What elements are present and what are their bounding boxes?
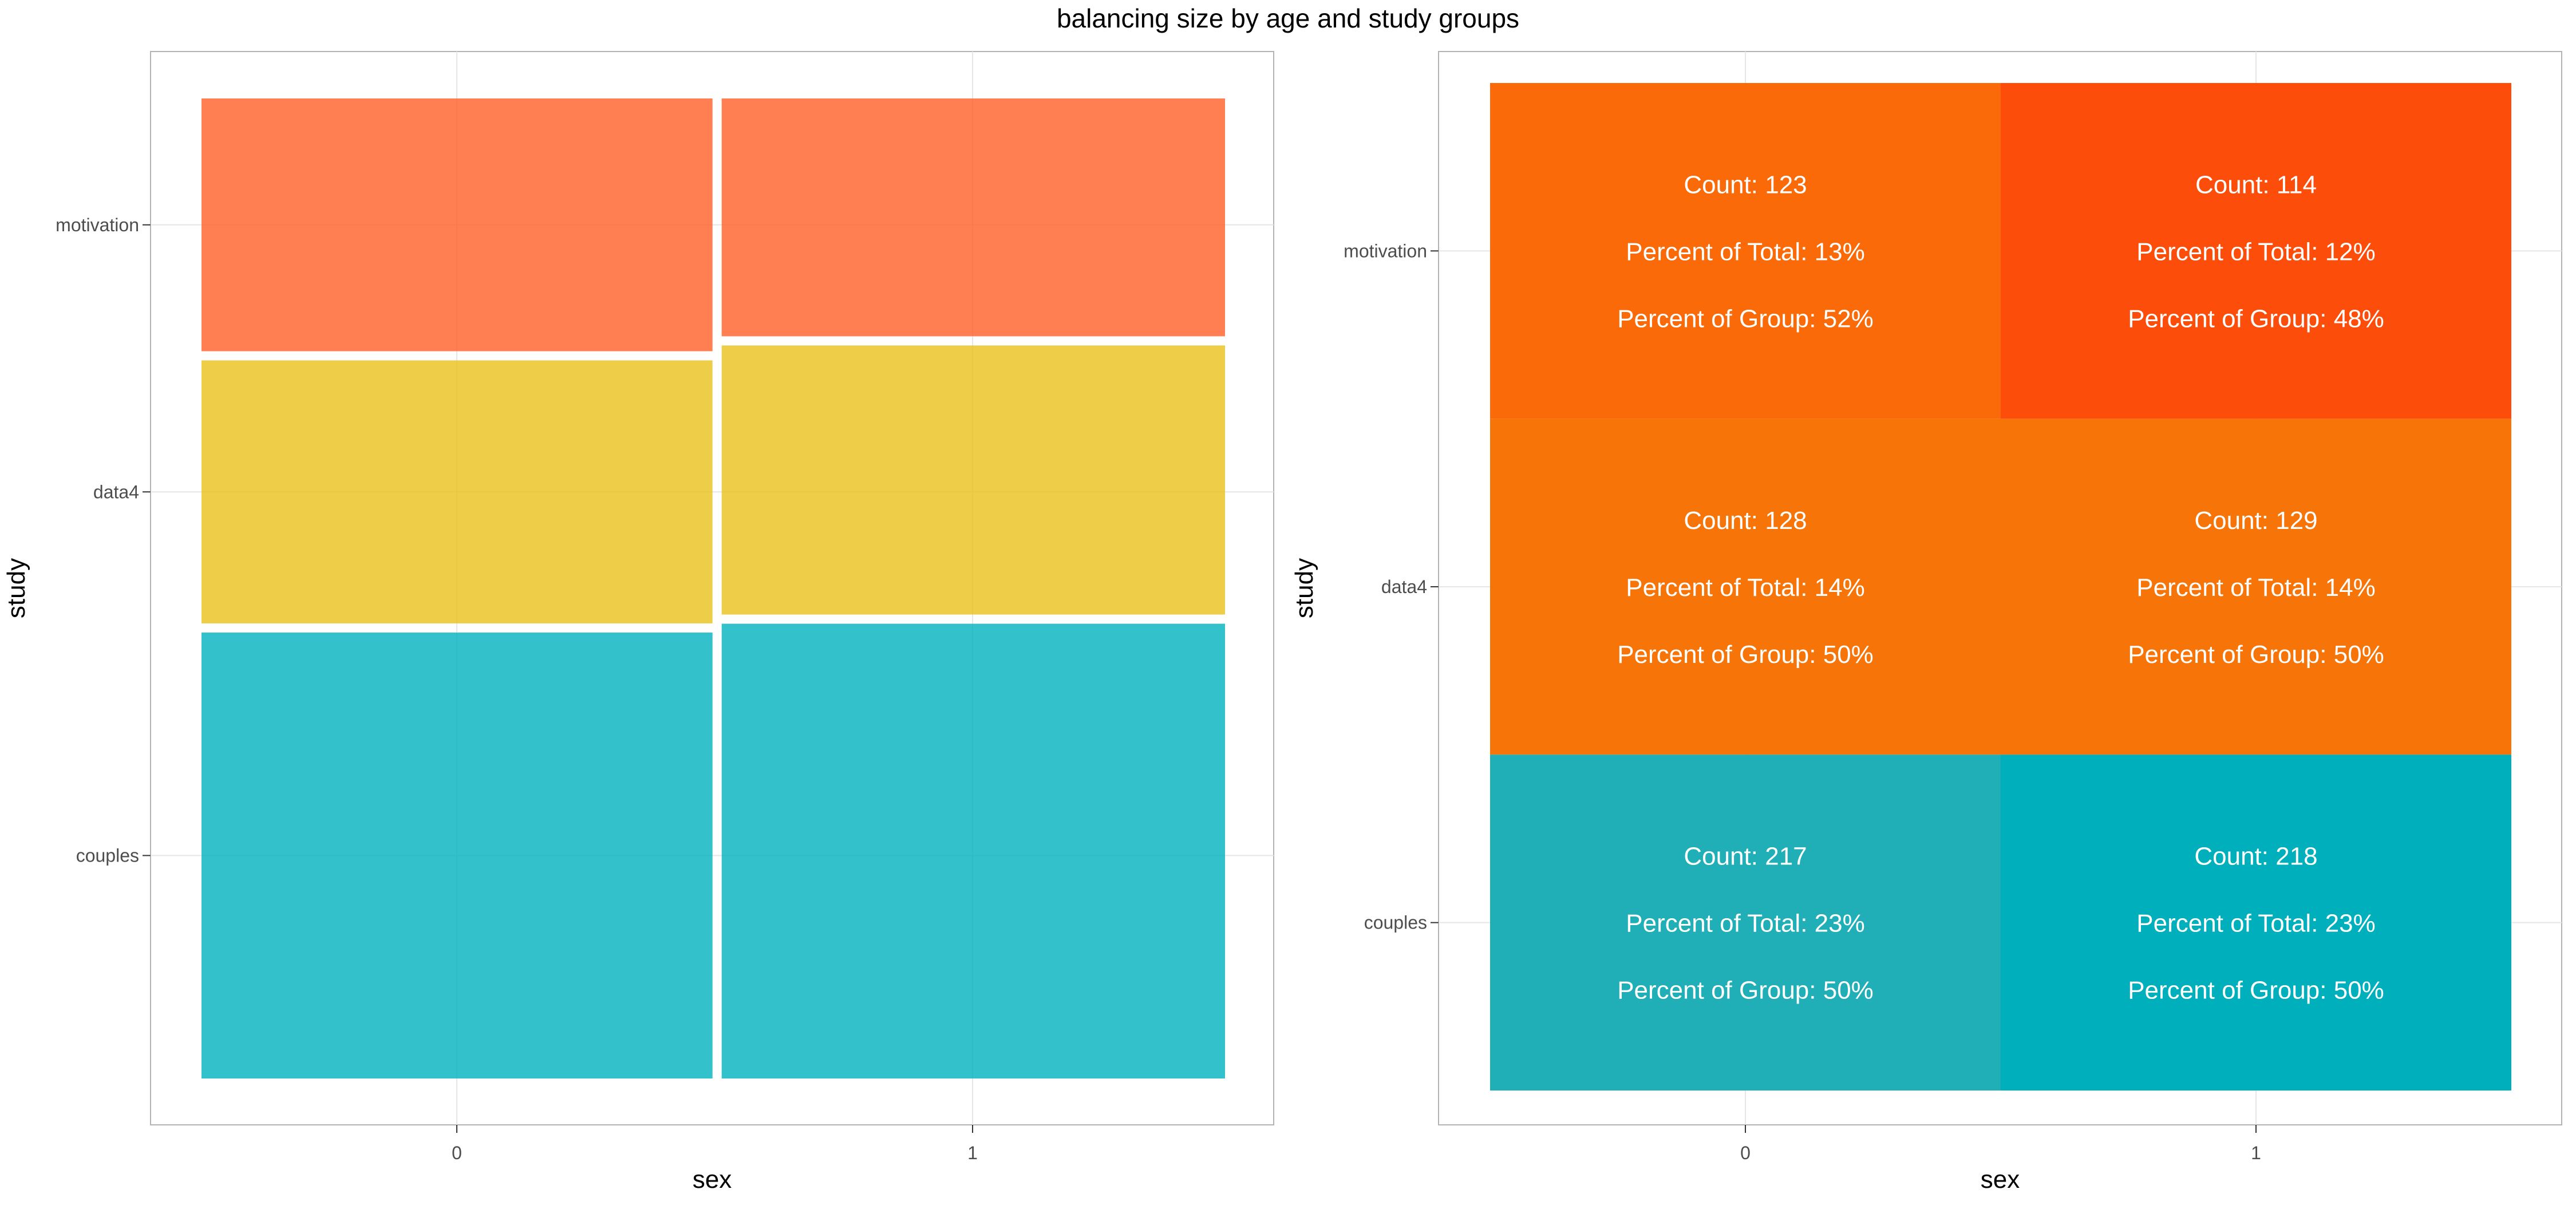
x-tick-label: 0 <box>452 1143 462 1163</box>
y-axis-label: study <box>2 558 30 618</box>
heat-tile-motivation-sex-0 <box>1490 83 2001 419</box>
heat-tile-data4-sex-0 <box>1490 418 2001 755</box>
percent-total-label: Percent of Total: 14% <box>2136 574 2375 602</box>
heat-tile-motivation-sex-1 <box>2001 83 2511 419</box>
percent-group-label: Percent of Group: 48% <box>2128 305 2384 333</box>
percent-group-label: Percent of Group: 52% <box>1617 305 1874 333</box>
y-tick-label: couples <box>1364 912 1427 933</box>
percent-group-label: Percent of Group: 50% <box>1617 641 1874 669</box>
percent-group-label: Percent of Group: 50% <box>2128 977 2384 1005</box>
percent-total-label: Percent of Total: 23% <box>2136 910 2375 938</box>
percent-total-label: Percent of Total: 14% <box>1626 574 1864 602</box>
mosaic-tile-motivation-sex-0 <box>202 98 713 351</box>
heat-tile-data4-sex-1 <box>2001 418 2511 755</box>
heat-tile-couples-sex-1 <box>2001 754 2511 1091</box>
percent-group-label: Percent of Group: 50% <box>1617 977 1874 1005</box>
percent-total-label: Percent of Total: 12% <box>2136 238 2375 266</box>
count-label: Count: 129 <box>2194 507 2317 535</box>
x-axis-label: sex <box>693 1166 732 1194</box>
mosaic-panel: 0 1 couples data4 motivation sex study <box>2 51 1274 1194</box>
mosaic-tile-data4-sex-0 <box>202 360 713 624</box>
figure-title: balancing size by age and study groups <box>1057 3 1519 33</box>
percent-total-label: Percent of Total: 13% <box>1626 238 1864 266</box>
x-tick-label: 0 <box>1740 1143 1751 1163</box>
x-tick-label: 1 <box>967 1143 978 1163</box>
count-label: Count: 217 <box>1684 843 1807 871</box>
y-axis-label: study <box>1290 558 1318 618</box>
y-tick-label: motivation <box>56 215 139 235</box>
y-tick-label: motivation <box>1344 240 1427 261</box>
y-tick-label: couples <box>76 846 139 866</box>
mosaic-tile-couples-sex-0 <box>202 633 713 1078</box>
mosaic-tile-couples-sex-1 <box>721 623 1225 1078</box>
y-tick-label: data4 <box>93 481 139 502</box>
count-label: Count: 114 <box>2195 171 2317 199</box>
count-label: Count: 128 <box>1684 507 1807 535</box>
mosaic-tile-motivation-sex-1 <box>721 98 1225 337</box>
heatmap-panel: 0 1 couples data4 motivation sex study Count: 1… <box>1290 51 2562 1194</box>
count-label: Count: 218 <box>2194 843 2317 871</box>
mosaic-tile-data4-sex-1 <box>721 345 1225 615</box>
y-tick-label: data4 <box>1381 576 1427 597</box>
percent-total-label: Percent of Total: 23% <box>1626 910 1864 938</box>
count-label: Count: 123 <box>1684 171 1807 199</box>
heat-tile-couples-sex-0 <box>1490 754 2001 1091</box>
x-tick-label: 1 <box>2251 1143 2261 1163</box>
percent-group-label: Percent of Group: 50% <box>2128 641 2384 669</box>
x-axis-label: sex <box>1981 1166 2020 1194</box>
